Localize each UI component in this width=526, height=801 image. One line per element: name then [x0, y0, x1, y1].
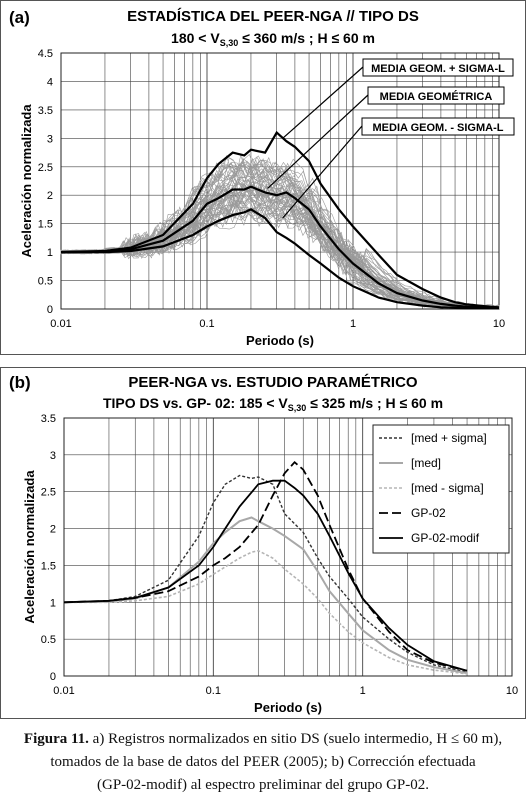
- callout-label: MEDIA GEOM. + SIGMA-L: [371, 63, 505, 75]
- panel-a: (a) ESTADÍSTICA DEL PEER-NGA // TIPO DS …: [0, 0, 526, 355]
- caption-line-1: a) Registros normalizados en sitio DS (s…: [88, 731, 503, 747]
- panel-a-letter: (a): [9, 8, 30, 27]
- record-trace: [60, 196, 496, 309]
- chart-b-plot: 0 0.5 1 1.5 2 2.5 3 3.5 0.01 0.1 1 10 Periodo (s) Ace…: [22, 413, 518, 715]
- y-tick-label: 0.5: [41, 634, 56, 646]
- callout-leader: [267, 94, 369, 189]
- x-tick-label: 0.01: [53, 685, 74, 697]
- record-trace: [68, 155, 500, 309]
- legend-label: GP-02: [411, 506, 446, 520]
- legend-label: [med + sigma]: [411, 431, 487, 445]
- y-axis-label: Aceleración normalizada: [19, 104, 34, 258]
- panel-b: (b) PEER-NGA vs. ESTUDIO PARAMÉTRICO TIP…: [0, 367, 526, 719]
- series-line-med-minus-sigma: [64, 549, 468, 675]
- record-trace: [60, 154, 490, 309]
- chart-a-svg: (a) ESTADÍSTICA DEL PEER-NGA // TIPO DS …: [9, 8, 515, 348]
- callout-box: [367, 86, 505, 105]
- x-axis-label: Periodo (s): [246, 333, 314, 348]
- series-line-med-plus-sigma: [63, 474, 468, 673]
- series-line-mean-minus-sigma: [61, 208, 499, 310]
- caption-line-3: (GP-02-modif) al espectro preliminar del…: [97, 777, 429, 793]
- x-axis-label: Periodo (s): [254, 700, 322, 715]
- y-tick-label: 2: [50, 524, 56, 536]
- plot-frame: [60, 52, 500, 310]
- record-trace: [65, 163, 500, 309]
- y-tick-label: 2.5: [41, 487, 56, 499]
- y-tick-label: 3.5: [41, 413, 56, 425]
- series-line-med: [63, 516, 468, 675]
- x-tick-label: 0.01: [50, 318, 71, 330]
- chart-a-subtitle: 180 < VS,30 ≤ 360 m/s ; H ≤ 60 m: [171, 30, 375, 48]
- plot-frame: [63, 417, 513, 677]
- y-tick-label: 0: [47, 304, 53, 316]
- callout-leader: [282, 125, 363, 219]
- y-tick-label: 2: [47, 190, 53, 202]
- y-tick-label: 4: [47, 76, 53, 88]
- chart-b-svg: (b) PEER-NGA vs. ESTUDIO PARAMÉTRICO TIP…: [9, 373, 518, 715]
- y-tick-label: 0: [50, 671, 56, 683]
- legend-label: GP-02-modif: [411, 531, 480, 545]
- y-tick-label: 3: [47, 133, 53, 145]
- y-tick-label: 1.5: [41, 560, 56, 572]
- callout-label: MEDIA GEOMÉTRICA: [380, 90, 493, 103]
- legend-box: [372, 424, 510, 554]
- series-line-gp-02-modif: [63, 479, 468, 672]
- chart-a-plot: 0 0.5 1 1.5 2 2.5 3 3.5 4 4.5 0.01 0.1 1 10 Periodo (s…: [19, 48, 515, 348]
- y-tick-label: 3: [50, 450, 56, 462]
- callout-label: MEDIA GEOM. - SIGMA-L: [373, 122, 504, 134]
- y-tick-label: 4.5: [38, 48, 53, 60]
- x-tick-label: 1: [350, 318, 356, 330]
- caption-line-2: tomados de la base de datos del PEER (20…: [50, 754, 476, 770]
- x-tick-label: 10: [506, 685, 518, 697]
- legend-label: [med]: [411, 456, 441, 470]
- y-tick-label: 2.5: [38, 162, 53, 174]
- record-trace: [60, 189, 498, 309]
- callout-leader: [282, 66, 364, 139]
- x-tick-label: 0.1: [199, 318, 214, 330]
- x-tick-label: 1: [360, 685, 366, 697]
- chart-b-subtitle: TIPO DS vs. GP- 02: 185 < VS,30 ≤ 325 m/…: [103, 395, 443, 413]
- x-tick-label: 0.1: [206, 685, 221, 697]
- y-tick-label: 0.5: [38, 276, 53, 288]
- chart-b-title: PEER-NGA vs. ESTUDIO PARAMÉTRICO: [128, 374, 418, 391]
- y-axis-label: Aceleración normalizada: [22, 470, 37, 624]
- y-tick-label: 3.5: [38, 105, 53, 117]
- caption-label: Figura 11.: [23, 731, 89, 747]
- callout-box: [361, 117, 515, 136]
- legend: [med + sigma] [med] [med - sigma] GP-02 GP-0…: [372, 424, 510, 554]
- legend-label: [med - sigma]: [411, 481, 484, 495]
- y-tick-label: 1.5: [38, 219, 53, 231]
- series-line-geometric-mean: [60, 185, 500, 309]
- series-line-mean-plus-sigma: [60, 130, 500, 309]
- panel-b-letter: (b): [9, 373, 31, 392]
- callout-box: [362, 58, 514, 77]
- x-tick-label: 10: [493, 318, 505, 330]
- figure-caption: Figura 11. a) Registros normalizados en …: [0, 728, 526, 797]
- y-tick-label: 1: [50, 597, 56, 609]
- series-line-gp-02: [63, 460, 468, 672]
- record-trace: [69, 188, 500, 309]
- chart-a-title: ESTADÍSTICA DEL PEER-NGA // TIPO DS: [127, 8, 419, 25]
- y-tick-label: 1: [47, 247, 53, 259]
